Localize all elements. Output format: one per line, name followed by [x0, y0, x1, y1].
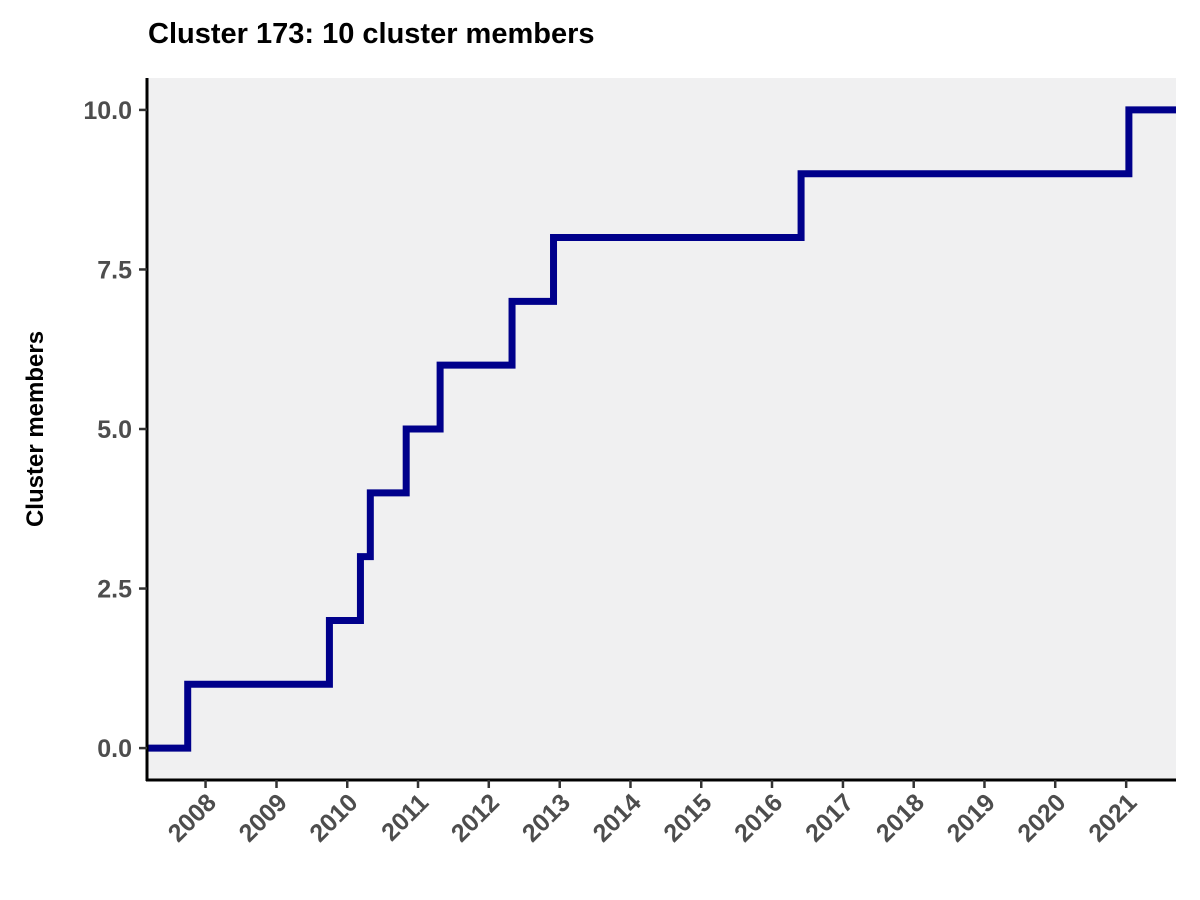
x-tick-label: 2019 [942, 788, 1001, 847]
x-tick-label: 2021 [1083, 788, 1142, 847]
x-tick-label: 2014 [588, 788, 647, 847]
plot-panel [147, 78, 1176, 780]
y-tick-label: 7.5 [97, 256, 132, 284]
y-tick-label: 10.0 [83, 97, 132, 125]
x-tick-label: 2018 [871, 788, 930, 847]
x-tick-label: 2020 [1012, 788, 1071, 847]
y-tick-label: 0.0 [97, 735, 132, 763]
x-tick-label: 2009 [234, 788, 293, 847]
x-tick-label: 2016 [729, 788, 788, 847]
x-tick-label: 2012 [446, 788, 505, 847]
x-tick-label: 2013 [517, 788, 576, 847]
series-layer [147, 106, 1176, 752]
y-tick-label: 2.5 [97, 576, 132, 604]
x-tick-label: 2015 [658, 788, 717, 847]
y-axis-title: Cluster members [22, 331, 49, 527]
x-tick-label: 2010 [304, 788, 363, 847]
chart-title: Cluster 173: 10 cluster members [148, 18, 595, 50]
y-tick-label: 5.0 [97, 416, 132, 444]
x-tick-label: 2008 [163, 788, 222, 847]
x-tick-label: 2011 [376, 788, 434, 846]
series-line-0 [147, 106, 1176, 752]
x-tick-label: 2017 [800, 788, 859, 847]
